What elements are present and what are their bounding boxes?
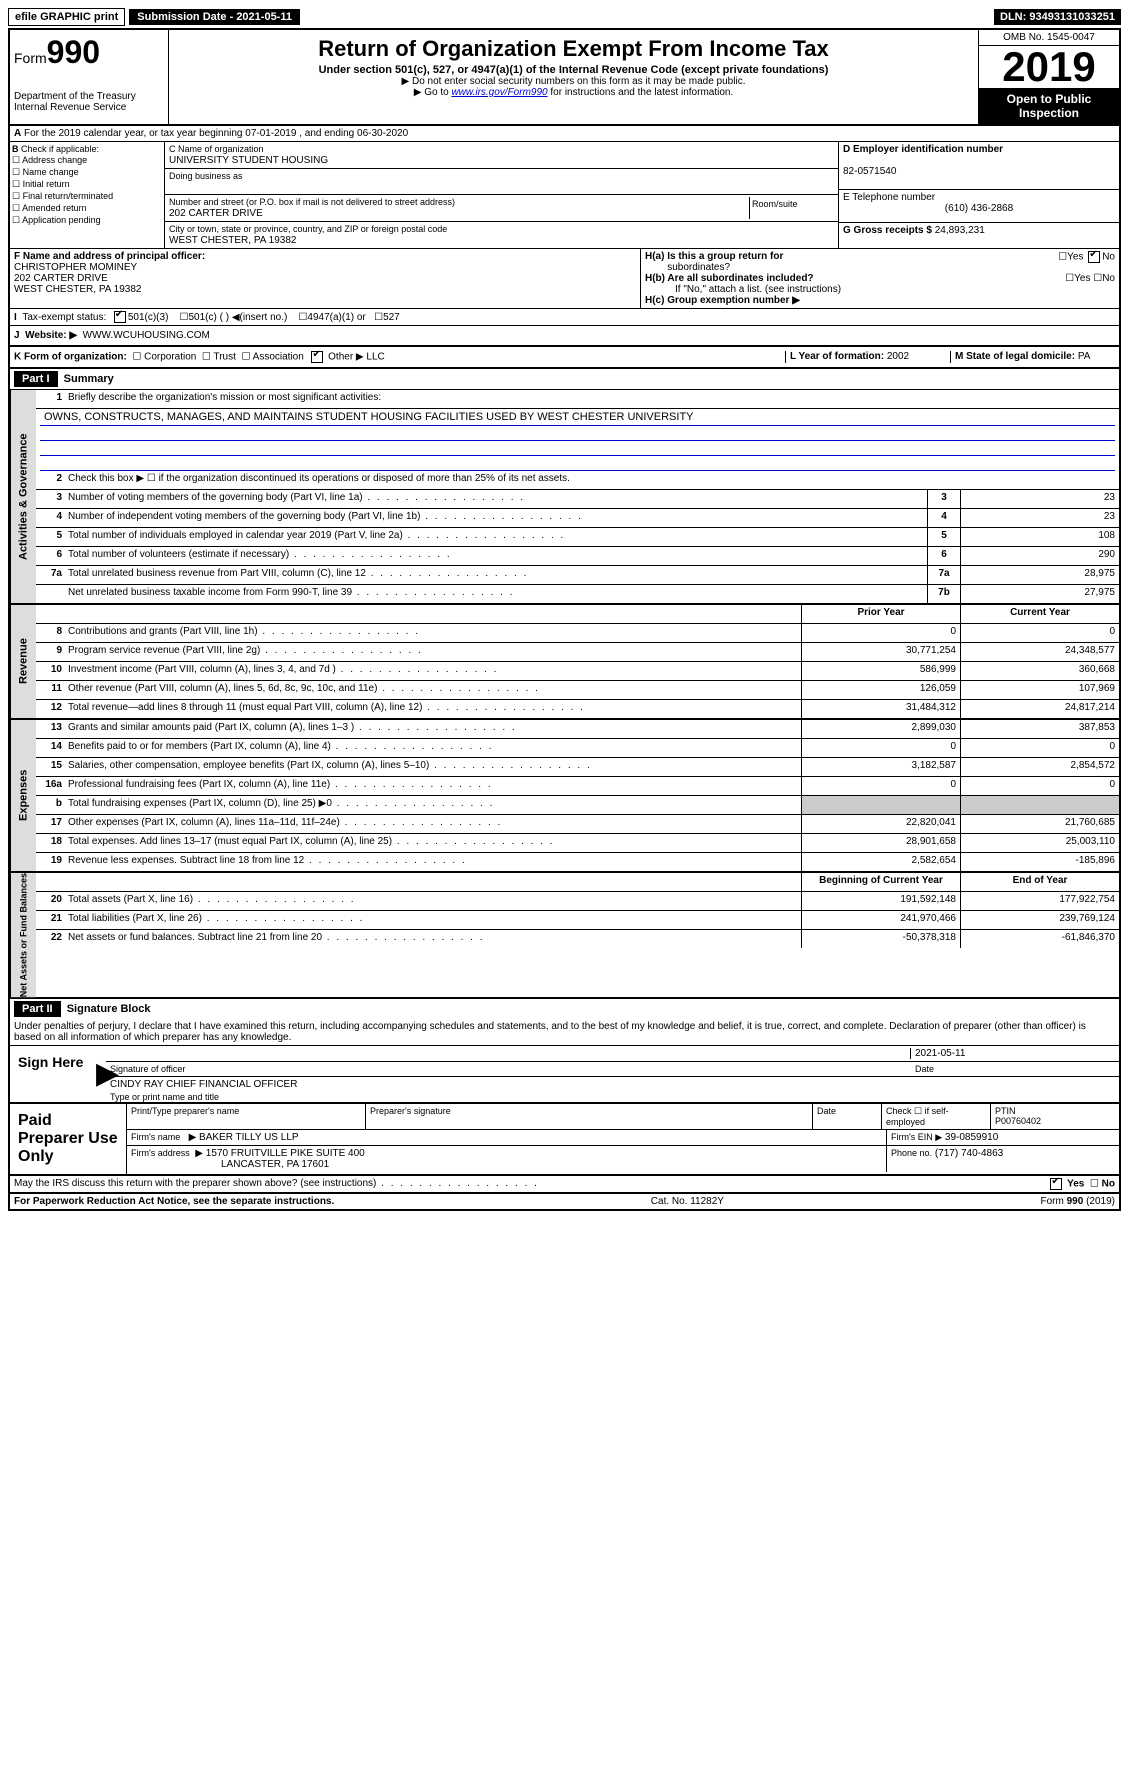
- cb-name[interactable]: ☐ Name change: [12, 167, 162, 178]
- part1-header: Part I Summary: [10, 369, 1119, 390]
- state-domicile: PA: [1078, 351, 1091, 362]
- form-header: Form990 Department of the Treasury Inter…: [10, 30, 1119, 126]
- dept-treasury: Department of the Treasury: [14, 91, 164, 102]
- irs-label: Internal Revenue Service: [14, 102, 164, 113]
- row-a: A For the 2019 calendar year, or tax yea…: [10, 126, 1119, 142]
- paid-preparer: Paid Preparer Use Only Print/Type prepar…: [10, 1104, 1119, 1176]
- declaration: Under penalties of perjury, I declare th…: [10, 1019, 1119, 1046]
- exp-tab: Expenses: [10, 720, 36, 871]
- officer-name: CHRISTOPHER MOMINEY: [14, 262, 137, 273]
- col-de: D Employer identification number82-05715…: [838, 142, 1119, 248]
- cb-initial[interactable]: ☐ Initial return: [12, 179, 162, 190]
- cb-pending[interactable]: ☐ Application pending: [12, 215, 162, 226]
- header-right: OMB No. 1545-0047 2019 Open to PublicIns…: [978, 30, 1119, 124]
- net-tab: Net Assets or Fund Balances: [10, 873, 36, 997]
- paid-label: Paid Preparer Use Only: [10, 1104, 126, 1174]
- col-c: C Name of organizationUNIVERSITY STUDENT…: [165, 142, 838, 248]
- rev-section: Revenue Prior YearCurrent Year 8Contribu…: [10, 605, 1119, 720]
- firm-name: ▶ BAKER TILLY US LLP: [189, 1132, 299, 1143]
- org-city: WEST CHESTER, PA 19382: [169, 235, 296, 246]
- gross-receipts: 24,893,231: [935, 225, 985, 236]
- form-container: Form990 Department of the Treasury Inter…: [8, 28, 1121, 1211]
- rev-tab: Revenue: [10, 605, 36, 718]
- form-note2: ▶ Go to www.irs.gov/Form990 for instruct…: [173, 87, 974, 98]
- header-center: Return of Organization Exempt From Incom…: [169, 30, 978, 124]
- sign-date: 2021-05-11: [910, 1048, 1115, 1059]
- discuss-row: May the IRS discuss this return with the…: [10, 1176, 1119, 1194]
- submission-date: Submission Date - 2021-05-11: [129, 9, 300, 25]
- cb-other[interactable]: [311, 351, 323, 363]
- cb-amended[interactable]: ☐ Amended return: [12, 203, 162, 214]
- col-b: B Check if applicable: ☐ Address change …: [10, 142, 165, 248]
- form-subtitle: Under section 501(c), 527, or 4947(a)(1)…: [173, 64, 974, 76]
- cb-ha-no[interactable]: [1088, 251, 1100, 263]
- sign-here-label: Sign Here: [10, 1046, 96, 1102]
- cb-final[interactable]: ☐ Final return/terminated: [12, 191, 162, 202]
- cb-501c3[interactable]: [114, 311, 126, 323]
- row-i: I Tax-exempt status: 501(c)(3) ☐ 501(c) …: [10, 309, 1119, 326]
- year-formation: 2002: [887, 351, 909, 362]
- m描述: OWNS, CONSTRUCTS, MANAGES, AND MAINTAINS…: [40, 409, 1115, 426]
- dln: DLN: 93493131033251: [994, 9, 1121, 25]
- exp-section: Expenses 13Grants and similar amounts pa…: [10, 720, 1119, 873]
- footer: For Paperwork Reduction Act Notice, see …: [10, 1194, 1119, 1209]
- row-j: J Website: ▶ WWW.WCUHOUSING.COM: [10, 326, 1119, 347]
- firm-ein: 39-0859910: [945, 1132, 998, 1143]
- officer-print: CINDY RAY CHIEF FINANCIAL OFFICER: [106, 1077, 1119, 1092]
- phone: (610) 436-2868: [843, 203, 1115, 214]
- tax-year: 2019: [979, 46, 1119, 88]
- cb-address[interactable]: ☐ Address change: [12, 155, 162, 166]
- gov-tab: Activities & Governance: [10, 390, 36, 603]
- form-note1: ▶ Do not enter social security numbers o…: [173, 76, 974, 87]
- section-bc: B Check if applicable: ☐ Address change …: [10, 142, 1119, 249]
- irs-link[interactable]: www.irs.gov/Form990: [451, 87, 547, 98]
- cb-discuss-yes[interactable]: [1050, 1178, 1062, 1190]
- org-address: 202 CARTER DRIVE: [169, 208, 263, 219]
- section-fh: F Name and address of principal officer:…: [10, 249, 1119, 309]
- form-number: 990: [47, 34, 100, 70]
- form-title: Return of Organization Exempt From Incom…: [173, 36, 974, 62]
- sign-block: Sign Here ▶ 2021-05-11 Signature of offi…: [10, 1046, 1119, 1104]
- row-klm: K Form of organization: ☐ Corporation ☐ …: [10, 347, 1119, 369]
- header-left: Form990 Department of the Treasury Inter…: [10, 30, 169, 124]
- firm-phone: (717) 740-4863: [935, 1148, 1003, 1159]
- form-word: Form: [14, 50, 47, 66]
- net-section: Net Assets or Fund Balances Beginning of…: [10, 873, 1119, 999]
- part2-header: Part II Signature Block: [10, 999, 1119, 1019]
- efile-button[interactable]: efile GRAPHIC print: [8, 8, 125, 26]
- col-h: H(a) Is this a group return for subordin…: [641, 249, 1119, 308]
- top-bar: efile GRAPHIC print Submission Date - 20…: [8, 8, 1121, 26]
- open-public: Open to PublicInspection: [979, 88, 1119, 124]
- website: WWW.WCUHOUSING.COM: [83, 330, 210, 341]
- org-name: UNIVERSITY STUDENT HOUSING: [169, 155, 328, 166]
- col-f: F Name and address of principal officer:…: [10, 249, 641, 308]
- gov-section: Activities & Governance 1Briefly describ…: [10, 390, 1119, 605]
- ein: 82-0571540: [843, 166, 896, 177]
- ptin-val: P00760402: [995, 1116, 1041, 1126]
